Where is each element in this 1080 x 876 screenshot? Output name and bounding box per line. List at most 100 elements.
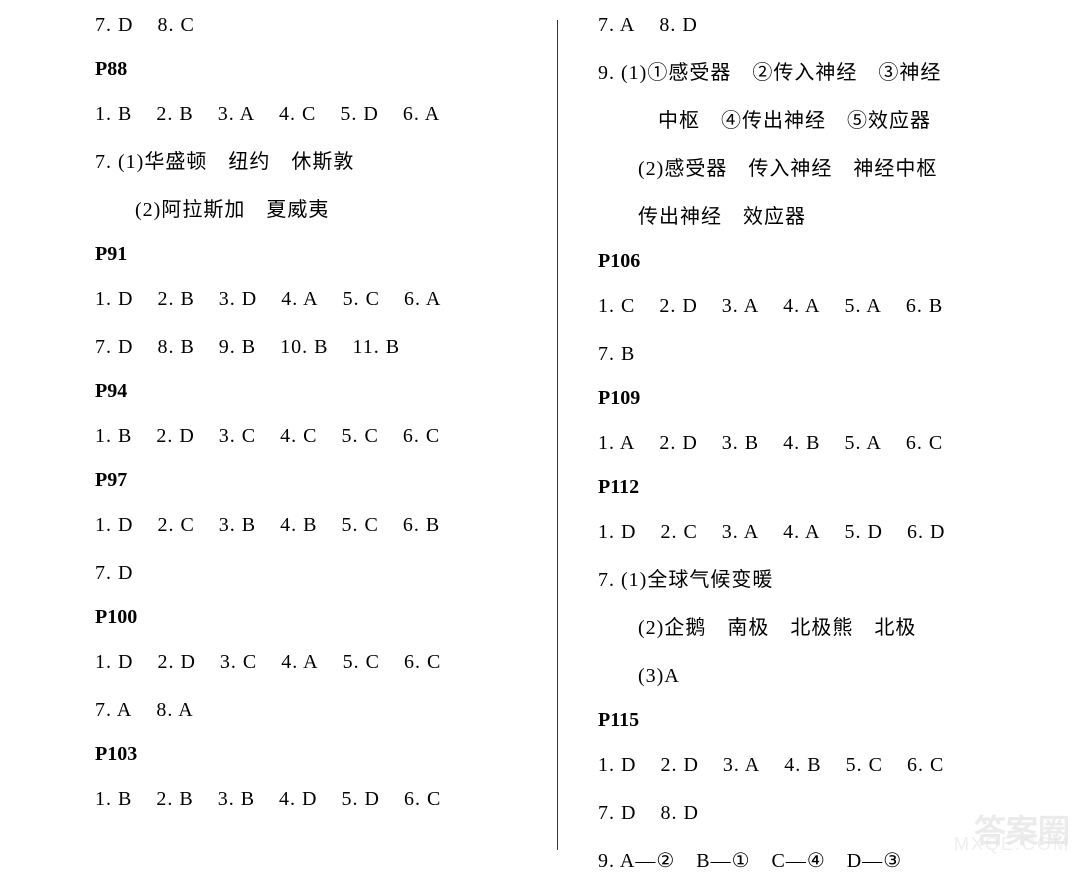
answer-item: 3. A bbox=[722, 517, 759, 547]
watermark-url: MXQE.COM bbox=[954, 834, 1070, 855]
answer-line: 7. D 8. B 9. B 10. B 11. B bbox=[95, 332, 517, 362]
answer-item: 2. D bbox=[659, 291, 697, 321]
answer-item: 5. C bbox=[341, 421, 378, 451]
page-container: 7. D 8. C P88 1. B 2. B 3. A 4. C 5. D 6… bbox=[0, 0, 1080, 857]
answer-item: 1. D bbox=[95, 284, 133, 314]
answer-item: 8. A bbox=[156, 695, 193, 725]
answer-text: 9. (1)①感受器 ②传入神经 ③神经 bbox=[598, 58, 1020, 88]
answer-item: 4. B bbox=[783, 428, 820, 458]
answer-item: 4. B bbox=[784, 750, 821, 780]
answer-item: 3. B bbox=[722, 428, 759, 458]
section-header-p112: P112 bbox=[598, 476, 1020, 499]
answer-item: 6. A bbox=[404, 284, 441, 314]
answer-item: 6. B bbox=[403, 510, 440, 540]
answer-item: 6. C bbox=[404, 647, 441, 677]
answer-line: 1. A 2. D 3. B 4. B 5. A 6. C bbox=[598, 428, 1020, 458]
answer-line: 7. D 8. C bbox=[95, 10, 517, 40]
answer-item: 2. D bbox=[659, 428, 697, 458]
answer-text: 7. (1)全球气候变暖 bbox=[598, 565, 1020, 595]
answer-item: 2. B bbox=[157, 284, 194, 314]
answer-line: 7. D 8. D bbox=[598, 798, 1020, 828]
answer-item: 1. B bbox=[95, 784, 132, 814]
section-header-p103: P103 bbox=[95, 743, 517, 766]
answer-item: 8. C bbox=[157, 10, 194, 40]
answer-item: 1. C bbox=[598, 291, 635, 321]
answer-item: 5. C bbox=[343, 647, 380, 677]
answer-item: 7. A bbox=[598, 10, 635, 40]
answer-line: 7. A 8. A bbox=[95, 695, 517, 725]
answer-item: 1. D bbox=[95, 647, 133, 677]
answer-item: 4. C bbox=[279, 99, 316, 129]
answer-item: 3. C bbox=[219, 421, 256, 451]
answer-item: 6. B bbox=[906, 291, 943, 321]
answer-item: 3. D bbox=[219, 284, 257, 314]
answer-item: 1. A bbox=[598, 428, 635, 458]
answer-item: 5. A bbox=[844, 291, 881, 321]
answer-item: 3. A bbox=[722, 291, 759, 321]
answer-item: 7. B bbox=[598, 339, 635, 369]
answer-item: 4. A bbox=[783, 291, 820, 321]
section-header-p91: P91 bbox=[95, 243, 517, 266]
answer-item: 5. D bbox=[340, 99, 378, 129]
section-header-p97: P97 bbox=[95, 469, 517, 492]
answer-item: 3. A bbox=[723, 750, 760, 780]
answer-item: 4. A bbox=[281, 284, 318, 314]
answer-item: 1. D bbox=[598, 750, 636, 780]
answer-item: 2. B bbox=[156, 784, 193, 814]
answer-item: 3. C bbox=[220, 647, 257, 677]
answer-item: 2. D bbox=[157, 647, 195, 677]
answer-item: 2. D bbox=[156, 421, 194, 451]
answer-line: 1. D 2. D 3. C 4. A 5. C 6. C bbox=[95, 647, 517, 677]
answer-line: 1. B 2. B 3. B 4. D 5. D 6. C bbox=[95, 784, 517, 814]
answer-line: 1. D 2. D 3. A 4. B 5. C 6. C bbox=[598, 750, 1020, 780]
answer-item: 6. C bbox=[906, 428, 943, 458]
answer-item: 2. C bbox=[157, 510, 194, 540]
answer-line: 1. D 2. B 3. D 4. A 5. C 6. A bbox=[95, 284, 517, 314]
answer-item: 5. C bbox=[341, 510, 378, 540]
answer-item: 1. D bbox=[598, 517, 636, 547]
answer-item: 5. D bbox=[844, 517, 882, 547]
answer-line: 1. D 2. C 3. B 4. B 5. C 6. B bbox=[95, 510, 517, 540]
answer-item: 8. B bbox=[157, 332, 194, 362]
answer-item: 4. A bbox=[281, 647, 318, 677]
answer-item: 8. D bbox=[660, 798, 698, 828]
answer-item: 1. B bbox=[95, 99, 132, 129]
answer-line: 1. D 2. C 3. A 4. A 5. D 6. D bbox=[598, 517, 1020, 547]
section-header-p88: P88 bbox=[95, 58, 517, 81]
answer-item: 4. B bbox=[280, 510, 317, 540]
section-header-p94: P94 bbox=[95, 380, 517, 403]
answer-item: 7. D bbox=[598, 798, 636, 828]
answer-text: 中枢 ④传出神经 ⑤效应器 bbox=[598, 106, 1020, 136]
answer-item: 6. C bbox=[403, 421, 440, 451]
answer-text: 7. (1)华盛顿 纽约 休斯敦 bbox=[95, 147, 517, 177]
answer-item: 7. D bbox=[95, 558, 133, 588]
section-header-p106: P106 bbox=[598, 250, 1020, 273]
answer-line: 1. B 2. B 3. A 4. C 5. D 6. A bbox=[95, 99, 517, 129]
answer-item: 9. B bbox=[219, 332, 256, 362]
section-header-p115: P115 bbox=[598, 709, 1020, 732]
answer-text: (2)感受器 传入神经 神经中枢 bbox=[598, 154, 1020, 184]
answer-item: 1. D bbox=[95, 510, 133, 540]
answer-line: 7. B bbox=[598, 339, 1020, 369]
answer-item: 6. C bbox=[907, 750, 944, 780]
left-column: 7. D 8. C P88 1. B 2. B 3. A 4. C 5. D 6… bbox=[0, 10, 557, 857]
answer-item: 5. A bbox=[844, 428, 881, 458]
answer-item: 11. B bbox=[352, 332, 400, 362]
section-header-p100: P100 bbox=[95, 606, 517, 629]
answer-text: (2)阿拉斯加 夏威夷 bbox=[95, 195, 517, 225]
answer-item: 2. C bbox=[660, 517, 697, 547]
answer-item: 7. D bbox=[95, 332, 133, 362]
answer-item: 4. C bbox=[280, 421, 317, 451]
answer-item: 2. B bbox=[156, 99, 193, 129]
answer-item: 2. D bbox=[660, 750, 698, 780]
section-header-p109: P109 bbox=[598, 387, 1020, 410]
answer-item: 4. A bbox=[783, 517, 820, 547]
answer-line: 1. C 2. D 3. A 4. A 5. A 6. B bbox=[598, 291, 1020, 321]
answer-item: 4. D bbox=[279, 784, 317, 814]
answer-item: 10. B bbox=[280, 332, 328, 362]
answer-item: 3. B bbox=[219, 510, 256, 540]
answer-item: 7. A bbox=[95, 695, 132, 725]
answer-item: 6. A bbox=[403, 99, 440, 129]
answer-item: 6. D bbox=[907, 517, 945, 547]
answer-item: 1. B bbox=[95, 421, 132, 451]
